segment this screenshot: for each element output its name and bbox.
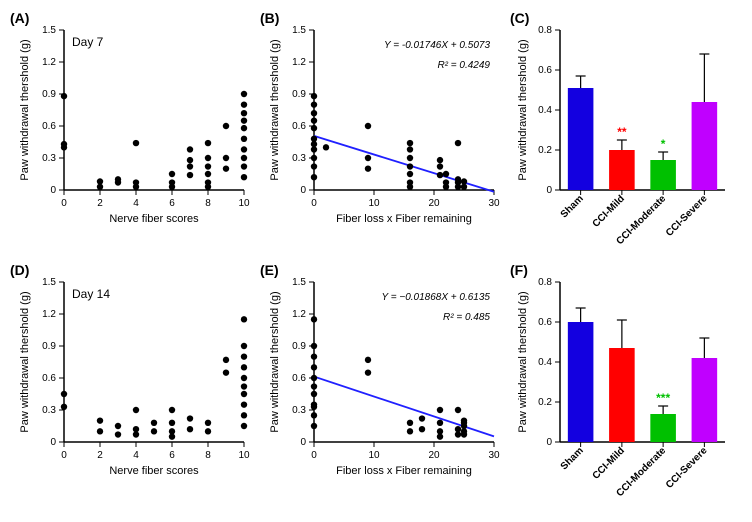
svg-text:0: 0: [546, 437, 552, 448]
svg-text:Day 7: Day 7: [72, 35, 104, 49]
svg-text:0.9: 0.9: [292, 89, 306, 100]
svg-text:1.2: 1.2: [42, 57, 56, 68]
svg-text:0.6: 0.6: [538, 65, 552, 76]
svg-text:0.3: 0.3: [42, 405, 56, 416]
svg-text:0.2: 0.2: [538, 397, 552, 408]
svg-text:Y = −0.01868X + 0.6135: Y = −0.01868X + 0.6135: [381, 292, 490, 303]
svg-text:Paw withdrawal thershold (g): Paw withdrawal thershold (g): [517, 39, 529, 180]
svg-text:0.9: 0.9: [42, 89, 56, 100]
panel-C-label: (C): [510, 10, 529, 26]
svg-text:Fiber loss x Fiber remaining: Fiber loss x Fiber remaining: [336, 465, 472, 477]
panel-B: (B) 0 0.3 0.6 0.9 1.2 1.5 0 10 20 30 Paw withdrawal…: [260, 10, 510, 260]
svg-text:6: 6: [169, 198, 175, 209]
svg-text:0: 0: [50, 185, 56, 196]
svg-text:0: 0: [61, 450, 67, 461]
svg-text:**: **: [617, 125, 627, 139]
svg-text:10: 10: [238, 198, 250, 209]
svg-text:Nerve fiber scores: Nerve fiber scores: [109, 213, 199, 225]
svg-text:0.6: 0.6: [292, 373, 306, 384]
svg-text:0.8: 0.8: [538, 25, 552, 36]
svg-text:4: 4: [133, 198, 139, 209]
svg-text:30: 30: [488, 198, 500, 209]
svg-text:Paw withdrawal thershold (g): Paw withdrawal thershold (g): [269, 291, 281, 432]
svg-text:0.6: 0.6: [42, 121, 56, 132]
svg-text:0: 0: [311, 450, 317, 461]
svg-text:0.9: 0.9: [292, 341, 306, 352]
svg-text:0.6: 0.6: [292, 121, 306, 132]
svg-text:Paw withdrawal thershold (g): Paw withdrawal thershold (g): [19, 291, 31, 432]
svg-text:0: 0: [300, 185, 306, 196]
svg-text:1.5: 1.5: [42, 25, 56, 36]
svg-text:20: 20: [428, 450, 440, 461]
svg-text:0: 0: [546, 185, 552, 196]
svg-text:Fiber loss x Fiber remaining: Fiber loss x Fiber remaining: [336, 213, 472, 225]
svg-text:R² = 0.4249: R² = 0.4249: [437, 60, 490, 71]
panel-A-label: (A): [10, 10, 29, 26]
svg-text:30: 30: [488, 450, 500, 461]
svg-text:1.5: 1.5: [42, 277, 56, 288]
svg-text:10: 10: [368, 450, 380, 461]
svg-text:1.2: 1.2: [292, 57, 306, 68]
svg-text:CCI-Mild: CCI-Mild: [591, 445, 627, 481]
panel-F: (F) 0 0.2 0.4 0.6 0.8 Paw withdrawal thershold…: [510, 262, 740, 512]
panel-D-label: (D): [10, 262, 29, 278]
svg-text:Sham: Sham: [559, 193, 586, 220]
svg-text:10: 10: [238, 450, 250, 461]
panel-A: (A) 0 0.3 0.6 0.9 1.2 1.5 0 2 4 6 8 10 Paw withdrawal…: [10, 10, 260, 260]
svg-text:0.3: 0.3: [42, 153, 56, 164]
svg-text:1.2: 1.2: [42, 309, 56, 320]
svg-text:Paw withdrawal thershold (g): Paw withdrawal thershold (g): [269, 39, 281, 180]
svg-text:0: 0: [61, 198, 67, 209]
svg-text:Y = -0.01746X + 0.5073: Y = -0.01746X + 0.5073: [384, 40, 490, 51]
svg-text:2: 2: [97, 450, 103, 461]
svg-text:CCI-Severe: CCI-Severe: [664, 445, 710, 491]
svg-text:*: *: [661, 137, 666, 151]
svg-text:R² = 0.485: R² = 0.485: [443, 312, 490, 323]
svg-text:0: 0: [300, 437, 306, 448]
panel-C: (C) 0 0.2 0.4 0.6 0.8 Paw withdrawal thershold…: [510, 10, 740, 260]
panel-D: (D) 0 0.3 0.6 0.9 1.2 1.5 0 2 4 6 8 10 Paw withdrawal…: [10, 262, 260, 512]
svg-text:1.5: 1.5: [292, 277, 306, 288]
svg-text:Sham: Sham: [559, 445, 586, 472]
svg-text:6: 6: [169, 450, 175, 461]
svg-text:0.2: 0.2: [538, 145, 552, 156]
svg-text:0: 0: [311, 198, 317, 209]
svg-text:8: 8: [205, 450, 211, 461]
svg-text:Nerve fiber scores: Nerve fiber scores: [109, 465, 199, 477]
svg-text:0: 0: [50, 437, 56, 448]
svg-text:10: 10: [368, 198, 380, 209]
svg-text:0.8: 0.8: [538, 277, 552, 288]
svg-text:0.4: 0.4: [538, 105, 552, 116]
svg-text:0.3: 0.3: [292, 153, 306, 164]
svg-text:2: 2: [97, 198, 103, 209]
svg-text:Paw withdrawal thershold (g): Paw withdrawal thershold (g): [517, 291, 529, 432]
svg-text:CCI-Mild: CCI-Mild: [591, 193, 627, 229]
svg-text:1.2: 1.2: [292, 309, 306, 320]
svg-text:0.6: 0.6: [538, 317, 552, 328]
panel-E-label: (E): [260, 262, 279, 278]
panel-B-label: (B): [260, 10, 279, 26]
svg-text:0.3: 0.3: [292, 405, 306, 416]
svg-text:Paw withdrawal thershold (g): Paw withdrawal thershold (g): [19, 39, 31, 180]
svg-text:0.4: 0.4: [538, 357, 552, 368]
svg-text:0.9: 0.9: [42, 341, 56, 352]
svg-text:Day 14: Day 14: [72, 287, 110, 301]
panel-E: (E) 0 0.3 0.6 0.9 1.2 1.5 0 10 20 30 Paw withdrawal…: [260, 262, 510, 512]
svg-text:CCI-Severe: CCI-Severe: [664, 193, 710, 239]
svg-text:4: 4: [133, 450, 139, 461]
svg-text:20: 20: [428, 198, 440, 209]
svg-text:1.5: 1.5: [292, 25, 306, 36]
svg-text:8: 8: [205, 198, 211, 209]
panel-F-label: (F): [510, 262, 528, 278]
svg-text:***: ***: [656, 391, 670, 405]
svg-text:0.6: 0.6: [42, 373, 56, 384]
